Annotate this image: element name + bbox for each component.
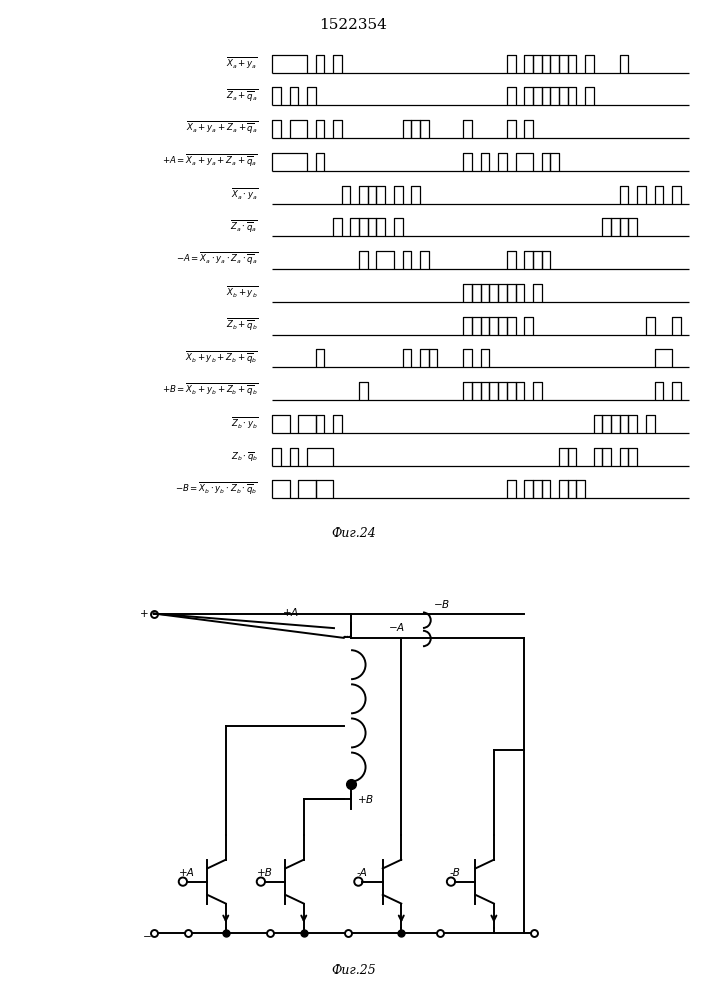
Text: Фиг.24: Фиг.24 bbox=[331, 527, 376, 540]
Text: $-A$: $-A$ bbox=[387, 621, 404, 633]
Text: $\overline{X_b+y_b+Z_b+\overline{q}_b}$: $\overline{X_b+y_b+Z_b+\overline{q}_b}$ bbox=[185, 349, 258, 366]
Text: $\overline{X_b+y_b}$: $\overline{X_b+y_b}$ bbox=[226, 284, 258, 300]
Text: $+B=\overline{X_b+y_b+Z_b+\overline{q}_b}$: $+B=\overline{X_b+y_b+Z_b+\overline{q}_b… bbox=[162, 381, 258, 398]
Text: $\overline{X_a\cdot y_a}$: $\overline{X_a\cdot y_a}$ bbox=[230, 186, 258, 202]
Text: $+B$: $+B$ bbox=[357, 793, 374, 805]
Text: $-A=\overline{X_a\cdot y_a\cdot Z_a\cdot\overline{q}_a}$: $-A=\overline{X_a\cdot y_a\cdot Z_a\cdot… bbox=[176, 250, 258, 267]
Text: +A: +A bbox=[179, 868, 194, 878]
Text: $\overline{Z_a\cdot\overline{q}_a}$: $\overline{Z_a\cdot\overline{q}_a}$ bbox=[230, 218, 258, 235]
Text: 1522354: 1522354 bbox=[320, 18, 387, 32]
Text: $\overline{X_a+y_a}$: $\overline{X_a+y_a}$ bbox=[226, 55, 258, 71]
Text: -B: -B bbox=[450, 868, 460, 878]
Text: Фиг.25: Фиг.25 bbox=[331, 964, 376, 978]
Text: $+A=\overline{X_a+y_a+Z_a+\overline{q}_a}$: $+A=\overline{X_a+y_a+Z_a+\overline{q}_a… bbox=[163, 152, 258, 169]
Text: $\overline{Z_b\cdot y_b}$: $\overline{Z_b\cdot y_b}$ bbox=[230, 415, 258, 431]
Text: $-B=\overline{X_b\cdot y_b\cdot Z_b\cdot\overline{q}_b}$: $-B=\overline{X_b\cdot y_b\cdot Z_b\cdot… bbox=[175, 480, 258, 497]
Text: $\overline{X_a+y_a+Z_a+\overline{q}_a}$: $\overline{X_a+y_a+Z_a+\overline{q}_a}$ bbox=[186, 119, 258, 136]
Text: $\overline{Z_b+\overline{q}_b}$: $\overline{Z_b+\overline{q}_b}$ bbox=[226, 316, 258, 333]
Text: $Z_b\cdot\overline{q}_b$: $Z_b\cdot\overline{q}_b$ bbox=[230, 450, 258, 464]
Text: $+$: $+$ bbox=[139, 608, 148, 619]
Text: $\overline{Z_a+\overline{q}_a}$: $\overline{Z_a+\overline{q}_a}$ bbox=[226, 87, 258, 104]
Text: +B: +B bbox=[257, 868, 273, 878]
Text: -A: -A bbox=[357, 868, 368, 878]
Text: $-B$: $-B$ bbox=[433, 598, 450, 610]
Text: $-$: $-$ bbox=[141, 930, 151, 940]
Text: $+A$: $+A$ bbox=[281, 606, 298, 618]
